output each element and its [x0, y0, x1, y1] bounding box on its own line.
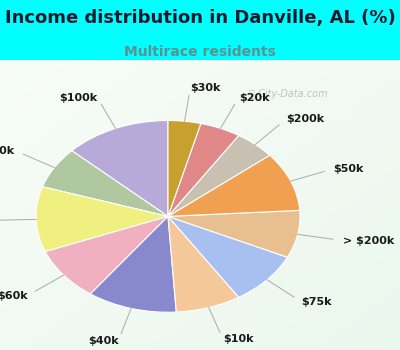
Text: $40k: $40k — [88, 336, 118, 345]
Wedge shape — [36, 187, 168, 252]
Text: > $200k: > $200k — [343, 236, 394, 246]
Wedge shape — [168, 216, 239, 312]
Wedge shape — [90, 216, 176, 312]
Wedge shape — [72, 120, 168, 216]
Wedge shape — [168, 210, 300, 257]
Text: $50k: $50k — [334, 164, 364, 174]
Text: Multirace residents: Multirace residents — [124, 45, 276, 59]
Wedge shape — [168, 135, 270, 216]
Text: Income distribution in Danville, AL (%): Income distribution in Danville, AL (%) — [5, 9, 395, 27]
Text: $20k: $20k — [239, 93, 269, 103]
Wedge shape — [168, 124, 239, 216]
Text: $10k: $10k — [223, 334, 254, 344]
Text: ⓘ City-Data.com: ⓘ City-Data.com — [249, 89, 327, 99]
Wedge shape — [45, 216, 168, 294]
Text: $150k: $150k — [0, 146, 15, 155]
Wedge shape — [42, 151, 168, 216]
Wedge shape — [168, 120, 201, 216]
Text: $75k: $75k — [302, 297, 332, 307]
Wedge shape — [168, 155, 300, 216]
Wedge shape — [168, 216, 288, 297]
Text: $100k: $100k — [59, 93, 97, 103]
Text: $200k: $200k — [286, 114, 324, 124]
Text: $60k: $60k — [0, 290, 27, 301]
Text: $30k: $30k — [190, 83, 221, 93]
